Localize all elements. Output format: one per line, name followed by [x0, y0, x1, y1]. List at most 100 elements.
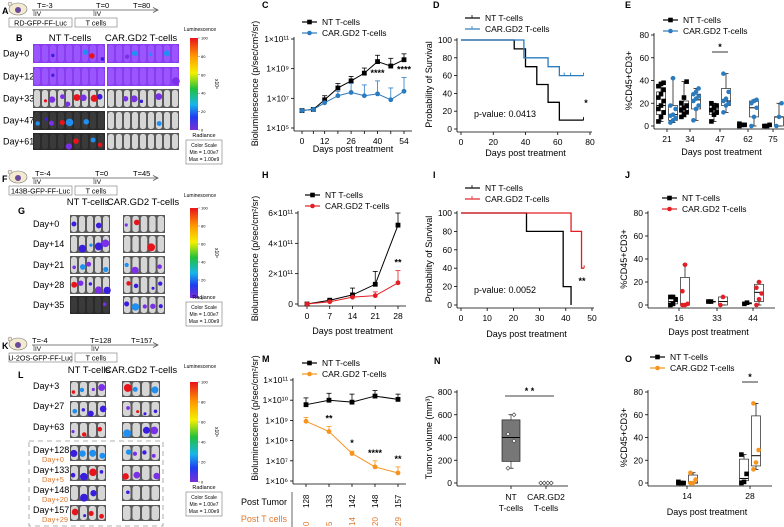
x-tick-label: 14	[682, 491, 692, 501]
signal-spot	[87, 410, 94, 417]
mouse-image	[95, 257, 101, 273]
colorbar-tick-label: 80	[201, 224, 206, 229]
post-t-tick-label: 5	[325, 521, 334, 526]
box-plot	[538, 480, 554, 486]
mouse-image	[156, 134, 162, 149]
colorbar-tick-label: 0	[201, 128, 204, 133]
significance-marker: *	[350, 438, 354, 448]
colorbar-tick-label: 20	[201, 460, 206, 465]
significance-marker: *	[748, 372, 752, 382]
bioluminescence-image	[123, 235, 165, 253]
signal-spot	[131, 266, 139, 274]
bioluminescence-image	[122, 422, 160, 438]
tumor-spot	[15, 7, 21, 13]
data-point	[754, 97, 759, 103]
x-tick-label: 20	[509, 313, 519, 323]
signal-spot	[89, 53, 95, 59]
color-scale-box	[185, 491, 223, 517]
data-point	[668, 294, 673, 300]
mouse-image	[42, 45, 48, 62]
signal-spot	[155, 93, 163, 101]
data-point	[723, 96, 729, 101]
bioluminescence-image	[122, 401, 160, 417]
x-tick-label: 26	[346, 136, 356, 146]
bioluminescence-image	[122, 465, 160, 481]
mouse-image	[34, 45, 40, 62]
bioluminescence-image	[33, 67, 105, 86]
legend-marker	[307, 19, 312, 25]
legend-marker	[310, 203, 315, 209]
data-point	[681, 105, 687, 111]
significance-marker: **	[394, 454, 402, 464]
box-iqr	[501, 419, 521, 462]
mouse-image	[71, 297, 77, 313]
data-point	[670, 294, 676, 300]
legend-label: CAR.GD2 T-cells	[485, 24, 550, 34]
data-point	[693, 106, 699, 112]
signal-spot	[103, 286, 111, 294]
signal-spot	[94, 242, 103, 251]
signal-spot	[80, 94, 87, 102]
timepoint-label: T=0	[95, 169, 108, 178]
post-t-tick-label: 20	[371, 517, 380, 526]
signal-spot	[90, 490, 97, 497]
legend-item: NT T-cells	[662, 193, 720, 203]
y-tick-label: 40	[443, 88, 453, 98]
data-point	[751, 114, 757, 120]
mouse-image	[71, 236, 77, 252]
box-series-car-gd2	[680, 262, 764, 308]
signal-spot	[99, 470, 104, 474]
signal-spot	[88, 282, 93, 286]
x-tick-label: 50	[587, 313, 597, 323]
treatment-box	[8, 185, 73, 196]
signal-spot	[147, 243, 156, 252]
data-point	[681, 95, 687, 100]
signal-spot	[65, 101, 71, 107]
bioluminescence-image	[70, 401, 107, 417]
colorbar-tick-label: 80	[201, 400, 206, 405]
signal-spot	[79, 264, 86, 270]
bioluminescence-image	[70, 485, 106, 502]
mouse-image	[87, 297, 93, 313]
x-tick-label: 0	[300, 136, 305, 146]
mouse-image	[164, 90, 170, 107]
radiance-label: Radiance	[192, 133, 215, 139]
colorbar-tick-label: 100	[201, 36, 208, 41]
data-point	[349, 451, 355, 456]
signal-spot	[79, 387, 85, 393]
x-tick-label: NT	[505, 492, 516, 502]
day-label: Day+0	[33, 219, 59, 229]
panel-label: I	[433, 170, 436, 180]
y-tick-label: 80	[443, 226, 453, 236]
timepoint-label: T=80	[133, 1, 150, 10]
legend-label: CAR.GD2 T-cells	[322, 28, 387, 38]
group-header: CAR.GD2 T-cells	[107, 197, 179, 208]
mouse-image	[58, 68, 64, 85]
signal-spot	[98, 384, 106, 391]
x-tick-label: 157	[394, 494, 403, 508]
signal-spot	[132, 451, 138, 456]
post-tumor-row-label: Post Tumor	[241, 497, 287, 507]
bioluminescence-image	[122, 485, 160, 501]
signal-spot	[71, 390, 76, 394]
legend-item: NT T-cells	[302, 17, 360, 27]
data-point	[726, 89, 731, 95]
data-point	[372, 281, 378, 287]
data-point	[541, 480, 547, 486]
box-plot	[718, 294, 728, 308]
image-background	[70, 401, 106, 417]
colorbar-tick-label: 80	[201, 54, 206, 59]
mouse-image	[142, 382, 150, 396]
legend-item: NT T-cells	[663, 15, 721, 25]
y-tick-label: 1×10⁷	[266, 456, 288, 466]
post-t-day-label: Day+5	[42, 475, 64, 484]
signal-spot	[91, 387, 95, 392]
panel-label: A	[2, 6, 9, 16]
survival-step-line	[461, 39, 584, 77]
mouse-image	[98, 112, 104, 129]
data-point	[749, 123, 754, 129]
survival-step-line	[461, 212, 585, 269]
route-label: IV	[35, 346, 42, 353]
mouse-image	[58, 45, 64, 62]
box-plot	[762, 122, 772, 129]
